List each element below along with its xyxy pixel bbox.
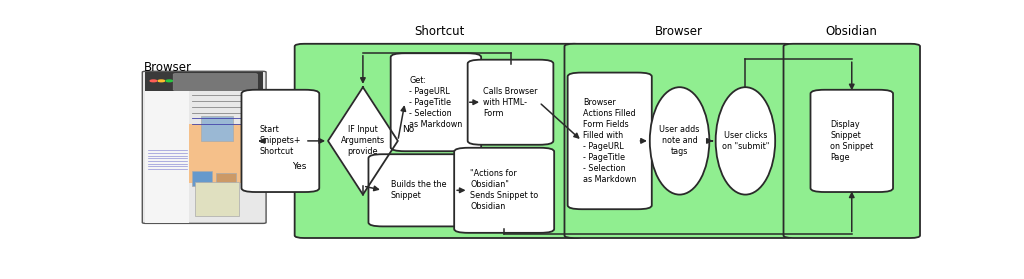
FancyBboxPatch shape [369,154,468,226]
FancyBboxPatch shape [145,92,189,223]
Circle shape [166,80,172,82]
Text: User clicks
on "submit": User clicks on "submit" [722,131,769,151]
Text: Browser: Browser [655,25,703,38]
Text: Start
Snippets+
Shortcut: Start Snippets+ Shortcut [260,125,301,157]
FancyBboxPatch shape [567,73,651,209]
Text: No: No [401,125,414,134]
FancyBboxPatch shape [145,72,263,92]
Text: Yes: Yes [292,162,306,171]
FancyBboxPatch shape [201,116,232,141]
Text: Browser
Actions Filled
Form Fields
Filled with
- PageURL
- PageTitle
- Selection: Browser Actions Filled Form Fields Fille… [583,98,636,184]
FancyBboxPatch shape [173,74,257,90]
Text: "Actions for
Obsidian"
Sends Snippet to
Obsidian: "Actions for Obsidian" Sends Snippet to … [470,169,539,211]
FancyBboxPatch shape [216,173,236,186]
FancyBboxPatch shape [564,44,794,238]
FancyBboxPatch shape [783,44,920,238]
Circle shape [151,80,157,82]
FancyBboxPatch shape [391,53,481,151]
Text: Display
Snippet
on Snippet
Page: Display Snippet on Snippet Page [830,120,873,162]
FancyBboxPatch shape [468,60,553,145]
Ellipse shape [650,87,710,195]
Text: Browser: Browser [143,61,191,74]
Text: User adds
note and
tags: User adds note and tags [659,125,699,157]
Text: IF Input
Arguments
provide: IF Input Arguments provide [341,125,385,157]
Circle shape [158,80,165,82]
FancyBboxPatch shape [142,71,266,223]
FancyBboxPatch shape [455,148,554,233]
FancyBboxPatch shape [193,171,212,186]
FancyBboxPatch shape [295,44,584,238]
FancyBboxPatch shape [196,182,239,216]
FancyBboxPatch shape [189,124,263,183]
Text: Shortcut: Shortcut [414,25,464,38]
Ellipse shape [716,87,775,195]
FancyBboxPatch shape [811,90,893,192]
Polygon shape [328,87,397,195]
Text: Obsidian: Obsidian [825,25,878,38]
FancyBboxPatch shape [242,90,319,192]
Text: Get:
- PageURL
- PageTitle
- Selection
as Markdown: Get: - PageURL - PageTitle - Selection a… [410,76,463,129]
Text: Calls Browser
with HTML-
Form: Calls Browser with HTML- Form [483,86,538,118]
Text: Builds the the
Snippet: Builds the the Snippet [391,180,446,200]
